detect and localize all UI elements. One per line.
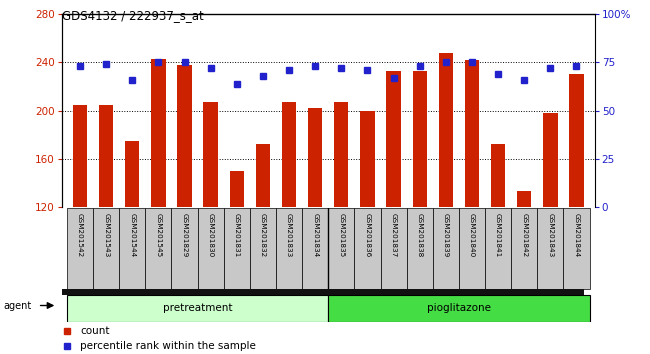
Text: GSM201834: GSM201834 — [312, 213, 318, 257]
Bar — [380, 208, 407, 289]
Bar — [198, 208, 224, 289]
Bar — [569, 74, 584, 207]
Bar — [172, 208, 198, 289]
Bar — [491, 144, 505, 207]
Bar — [543, 113, 558, 207]
Text: GSM201841: GSM201841 — [495, 213, 501, 257]
Bar — [125, 141, 140, 207]
Text: GSM201843: GSM201843 — [547, 213, 553, 257]
Bar — [354, 208, 380, 289]
Text: pioglitazone: pioglitazone — [427, 303, 491, 313]
Text: GSM201542: GSM201542 — [77, 213, 83, 257]
Text: percentile rank within the sample: percentile rank within the sample — [81, 341, 256, 350]
Bar — [255, 144, 270, 207]
Bar — [334, 102, 348, 207]
Bar — [386, 71, 401, 207]
Text: GSM201833: GSM201833 — [286, 213, 292, 257]
Text: GSM201840: GSM201840 — [469, 213, 475, 257]
Bar — [485, 208, 511, 289]
Bar — [413, 71, 427, 207]
Text: pretreatment: pretreatment — [163, 303, 232, 313]
Bar — [465, 60, 479, 207]
Bar — [151, 59, 166, 207]
Bar — [229, 171, 244, 207]
Bar — [564, 208, 590, 289]
Text: GSM201543: GSM201543 — [103, 213, 109, 257]
Bar — [99, 104, 113, 207]
Bar — [93, 208, 119, 289]
Text: GSM201835: GSM201835 — [338, 213, 344, 257]
Bar — [459, 208, 485, 289]
Bar — [433, 208, 459, 289]
Text: GSM201844: GSM201844 — [573, 213, 579, 257]
Bar — [328, 208, 354, 289]
Text: GSM201544: GSM201544 — [129, 213, 135, 257]
Text: GSM201836: GSM201836 — [365, 213, 370, 257]
Bar — [360, 110, 374, 207]
Text: agent: agent — [3, 301, 31, 311]
Bar — [119, 208, 146, 289]
Bar — [517, 192, 532, 207]
Text: GSM201830: GSM201830 — [208, 213, 214, 257]
Text: GSM201838: GSM201838 — [417, 213, 423, 257]
Bar — [328, 295, 590, 322]
Text: GSM201842: GSM201842 — [521, 213, 527, 257]
Bar — [224, 208, 250, 289]
Text: GDS4132 / 222937_s_at: GDS4132 / 222937_s_at — [62, 9, 203, 22]
Bar — [177, 65, 192, 207]
Text: GSM201831: GSM201831 — [234, 213, 240, 257]
Bar — [407, 208, 433, 289]
Bar — [439, 53, 453, 207]
Bar — [308, 108, 322, 207]
Text: GSM201829: GSM201829 — [181, 213, 188, 257]
Bar — [67, 295, 328, 322]
Bar — [276, 208, 302, 289]
Bar — [203, 102, 218, 207]
Bar — [67, 208, 93, 289]
Text: GSM201837: GSM201837 — [391, 213, 396, 257]
Bar — [146, 208, 172, 289]
Bar — [250, 208, 276, 289]
Bar — [511, 208, 538, 289]
Bar — [73, 104, 87, 207]
Text: count: count — [81, 326, 110, 336]
Text: GSM201839: GSM201839 — [443, 213, 448, 257]
Text: GSM201832: GSM201832 — [260, 213, 266, 257]
Bar — [62, 289, 584, 295]
Bar — [538, 208, 564, 289]
Bar — [302, 208, 328, 289]
Bar — [282, 102, 296, 207]
Text: GSM201545: GSM201545 — [155, 213, 161, 257]
